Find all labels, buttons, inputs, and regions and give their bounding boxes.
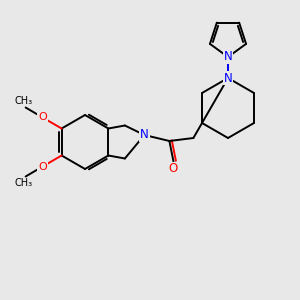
Text: N: N xyxy=(140,128,149,142)
Text: CH₃: CH₃ xyxy=(15,95,33,106)
Text: N: N xyxy=(224,50,232,64)
Text: O: O xyxy=(38,112,47,122)
Text: CH₃: CH₃ xyxy=(15,178,33,188)
Text: O: O xyxy=(169,163,178,176)
Text: N: N xyxy=(224,71,232,85)
Text: O: O xyxy=(38,161,47,172)
